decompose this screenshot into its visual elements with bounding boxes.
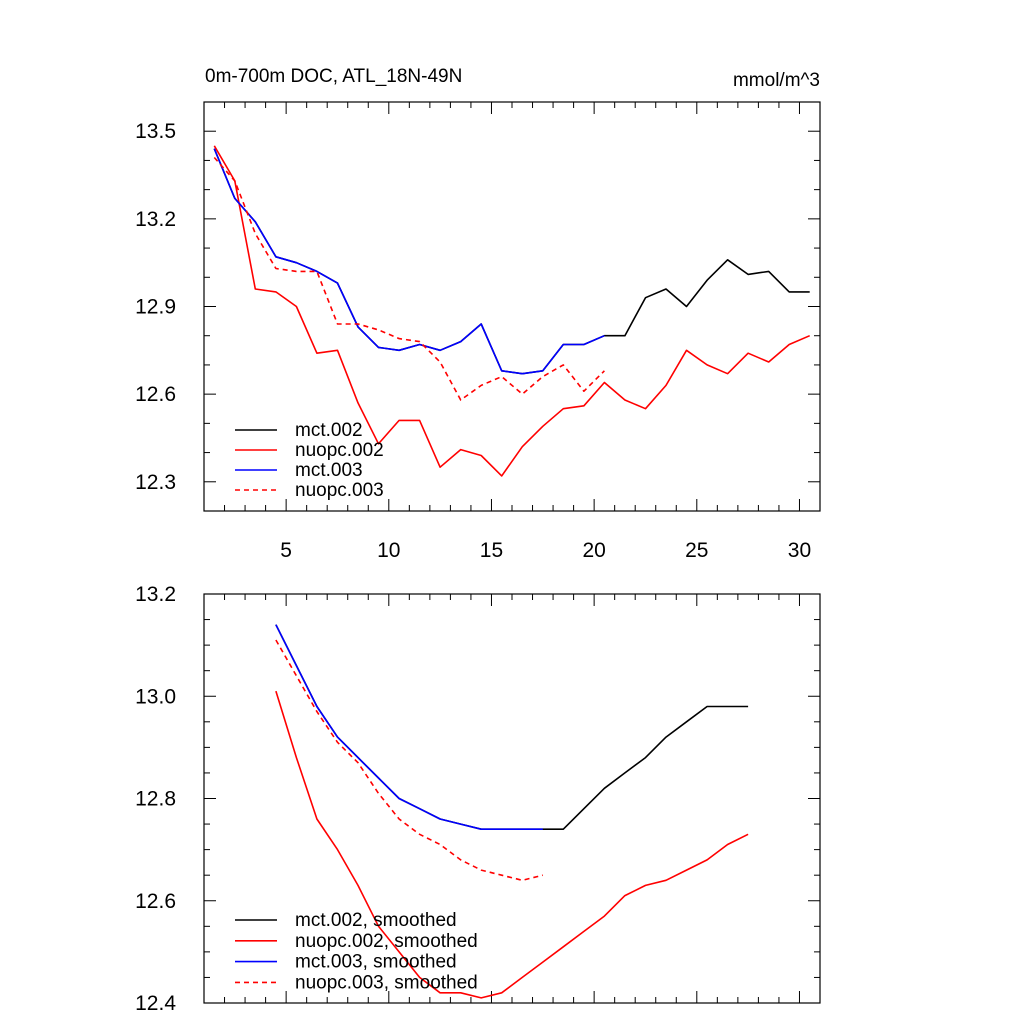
y-tick-label: 13.2 <box>135 208 176 231</box>
series-line-nuopc-002-smoothed <box>275 690 749 999</box>
y-tick-label: 12.4 <box>135 992 176 1015</box>
y-tick-label: 13.5 <box>135 120 176 143</box>
y-tick-label: 12.8 <box>135 788 176 811</box>
top-panel-title: 0m-700m DOC, ATL_18N-49N <box>205 66 462 87</box>
legend-label: mct.002, smoothed <box>295 910 457 931</box>
legend-label: mct.003 <box>295 460 363 481</box>
series-line-nuopc-002 <box>213 145 811 477</box>
y-tick-label: 12.6 <box>135 383 176 406</box>
series-line-mct-003-smoothed <box>275 624 543 831</box>
legend-label: nuopc.002, smoothed <box>295 931 478 952</box>
legend-label: nuopc.002 <box>295 440 384 461</box>
legend-label: nuopc.003 <box>295 480 384 501</box>
y-tick-label: 13.0 <box>135 685 176 708</box>
x-tick-label: 10 <box>377 539 400 562</box>
x-tick-label: 20 <box>582 539 605 562</box>
top-panel: 0m-700m DOC, ATL_18N-49N mmol/m^3 5 10 15 2… <box>135 66 821 562</box>
x-tick-label: 5 <box>280 539 292 562</box>
x-tick-label: 15 <box>480 539 503 562</box>
legend-label: mct.002 <box>295 420 363 441</box>
legend-label: mct.003, smoothed <box>295 952 457 973</box>
y-tick-label: 12.9 <box>135 296 176 319</box>
series-line-mct-003 <box>213 148 605 375</box>
series-line-nuopc-003 <box>213 156 605 401</box>
legend-label: nuopc.003, smoothed <box>295 972 478 993</box>
x-tick-label: 25 <box>685 539 708 562</box>
y-tick-label: 12.6 <box>135 890 176 913</box>
y-tick-label: 13.2 <box>135 583 176 606</box>
top-panel-units: mmol/m^3 <box>733 70 820 91</box>
y-tick-label: 12.3 <box>135 471 176 494</box>
x-tick-label: 30 <box>788 539 811 562</box>
